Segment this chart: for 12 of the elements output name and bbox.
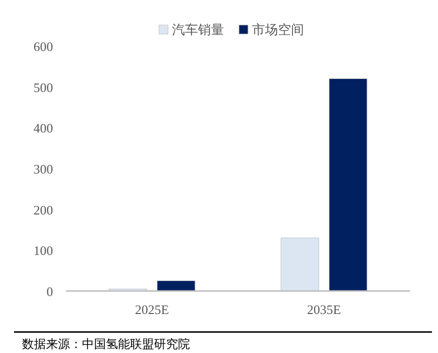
y-tick-label: 500 <box>34 80 53 95</box>
source-note: 数据来源：中国氢能联盟研究院 <box>22 337 190 351</box>
y-tick-label: 300 <box>34 162 53 176</box>
y-tick-label: 400 <box>34 120 53 136</box>
legend-label: 市场空间 <box>252 23 304 38</box>
legend-label: 汽车销量 <box>172 23 224 38</box>
y-tick-label: 100 <box>34 243 53 258</box>
y-tick-label: 600 <box>34 39 53 54</box>
y-tick-label: 200 <box>34 202 53 218</box>
x-tick-label: 2025E <box>135 302 170 317</box>
x-tick-label: 2035E <box>307 302 342 317</box>
y-tick-label: 0 <box>46 284 53 299</box>
